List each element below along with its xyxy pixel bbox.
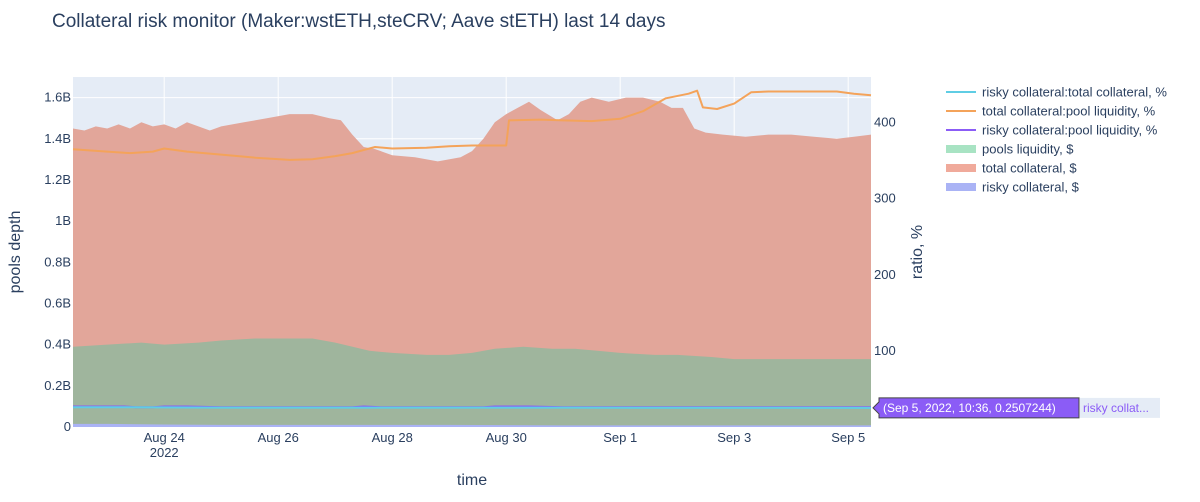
x-tick-label: Aug 30 (486, 430, 527, 445)
legend-swatch (946, 164, 976, 172)
y-axis-title: pools depth (7, 211, 24, 294)
y-tick-label: 1.2B (44, 172, 71, 187)
x-tick-label: Sep 3 (717, 430, 751, 445)
hover-box (872, 397, 1080, 419)
legend-item[interactable]: total collateral, $ (946, 161, 1077, 176)
y-tick-label: 1.4B (44, 131, 71, 146)
y-tick-label: 0.8B (44, 254, 71, 269)
y-tick-label: 0.2B (44, 378, 71, 393)
x-year-label: 2022 (150, 445, 179, 460)
y-axis-left: 0 0.2B 0.4B 0.6B 0.8B 1B 1.2B 1.4B 1.6B (44, 90, 71, 434)
x-tick-label: Aug 28 (372, 430, 413, 445)
area-series (73, 97, 871, 427)
legend-label: risky collateral:pool liquidity, % (982, 123, 1158, 138)
legend-item[interactable]: risky collateral:pool liquidity, % (946, 123, 1158, 138)
legend-label: pools liquidity, $ (982, 142, 1074, 157)
x-tick-label: Aug 24 (144, 430, 185, 445)
hover-series-name: risky collat... (1083, 401, 1149, 415)
legend[interactable]: risky collateral:total collateral, % tota… (946, 85, 1167, 195)
hover-value: (Sep 5, 2022, 10:36, 0.2507244) (883, 401, 1056, 415)
legend-label: risky collateral, $ (982, 180, 1080, 195)
x-tick-label: Sep 5 (831, 430, 865, 445)
legend-label: total collateral, $ (982, 161, 1077, 176)
legend-label: total collateral:pool liquidity, % (982, 104, 1156, 119)
chart-title: Collateral risk monitor (Maker:wstETH,st… (52, 11, 665, 32)
hover-tooltip: (Sep 5, 2022, 10:36, 0.2507244) risky col… (872, 397, 1160, 419)
x-tick-label: Sep 1 (603, 430, 637, 445)
y2-tick-label: 300 (874, 191, 896, 206)
legend-label: risky collateral:total collateral, % (982, 85, 1167, 100)
legend-item[interactable]: total collateral:pool liquidity, % (946, 104, 1156, 119)
legend-item[interactable]: pools liquidity, $ (946, 142, 1074, 157)
hover-name-box (1080, 397, 1160, 418)
area-pools-liquidity- (73, 338, 871, 427)
line-series (72, 89, 872, 409)
y2-tick-label: 200 (874, 267, 896, 282)
area-risky-collateral- (73, 423, 871, 427)
x-axis-title: time (457, 472, 487, 489)
y-tick-label: 0.4B (44, 337, 71, 352)
line-risky-collateral-total-collateral- (73, 406, 872, 409)
x-tick-label: Aug 26 (258, 430, 299, 445)
legend-swatch (946, 145, 976, 153)
x-axis: Aug 24 Aug 26 Aug 28 Aug 30 Sep 1 Sep 3 Sep 5 2… (144, 430, 866, 460)
y-tick-label: 1.6B (44, 90, 71, 105)
y2-tick-label: 100 (874, 343, 896, 358)
legend-item[interactable]: risky collateral:total collateral, % (946, 85, 1167, 100)
legend-swatch (946, 183, 976, 191)
y-tick-label: 1B (55, 213, 71, 228)
y-axis-right: 100 200 300 400 (874, 115, 896, 358)
y2-tick-label: 400 (874, 115, 896, 130)
legend-item[interactable]: risky collateral, $ (946, 180, 1080, 195)
y-tick-label: 0 (64, 419, 71, 434)
y-tick-label: 0.6B (44, 295, 71, 310)
line-total-collateral-pool-liquidity- (72, 89, 872, 161)
y2-axis-title: ratio, % (909, 225, 926, 279)
